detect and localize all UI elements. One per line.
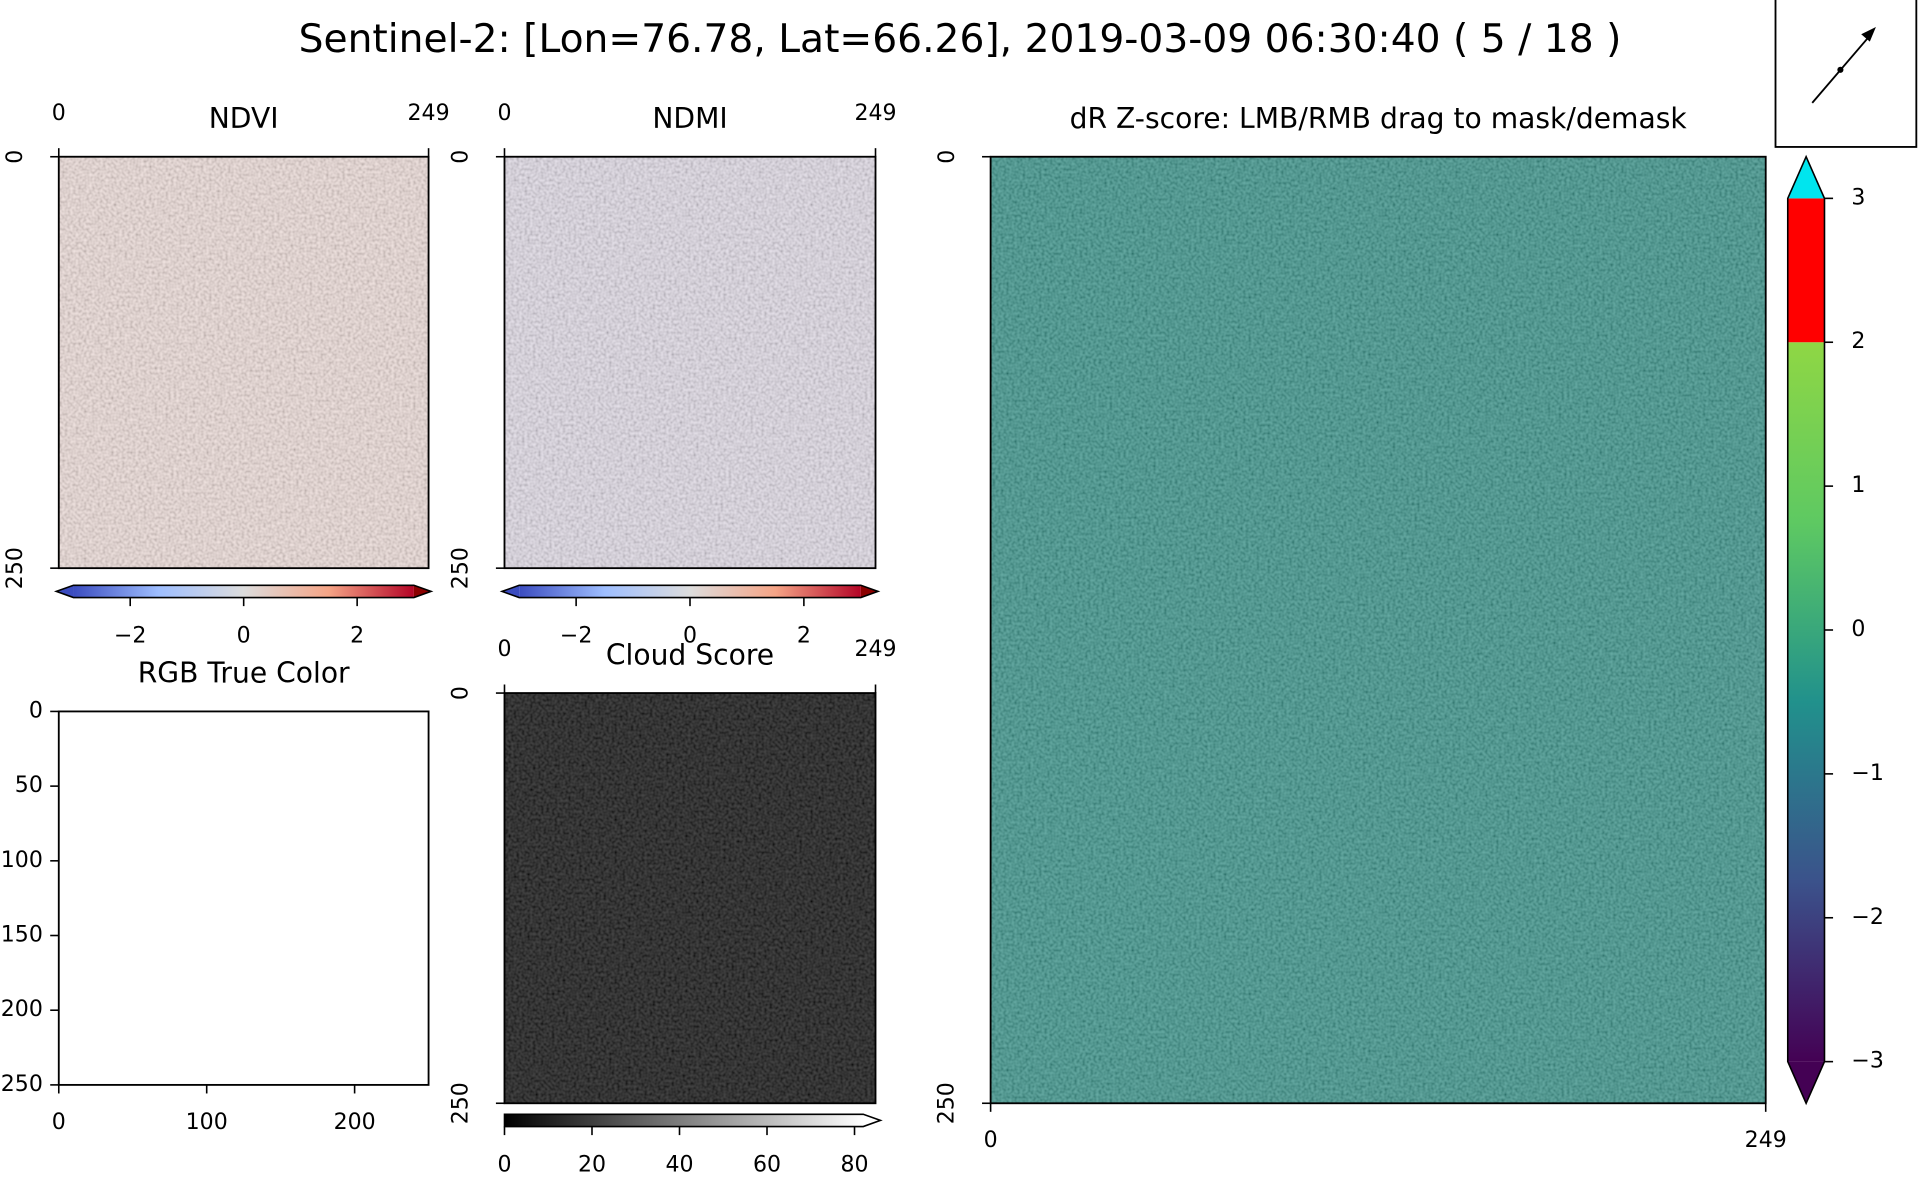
colorbar-extend-min bbox=[56, 585, 74, 598]
y-tick-label: 250 bbox=[935, 1082, 960, 1124]
y-tick-label: 0 bbox=[29, 698, 43, 723]
colorbar-outline bbox=[503, 1113, 883, 1128]
y-tick-label: 150 bbox=[1, 923, 43, 948]
colorbar-tick-label: 20 bbox=[578, 1153, 606, 1178]
colorbar-tick-label: 2 bbox=[797, 624, 811, 649]
colorbar-tick-label: 0 bbox=[1851, 617, 1865, 642]
x-tick-label: 249 bbox=[1745, 1128, 1787, 1153]
panel: RGB True Color 0 100 200 0 50 100 150 200 250 bbox=[1, 657, 430, 1135]
x-tick-label: 249 bbox=[854, 101, 896, 126]
image-texture bbox=[58, 156, 429, 569]
y-tick-label: 0 bbox=[449, 150, 474, 164]
y-tick-label: 100 bbox=[1, 848, 43, 873]
colorbar-tick-label: 1 bbox=[1851, 473, 1865, 498]
colorbar-tick-label: 3 bbox=[1851, 185, 1865, 210]
colorbar-tick-label: 0 bbox=[497, 1153, 511, 1178]
image-texture bbox=[990, 156, 1766, 1104]
colorbar-tick-label: 0 bbox=[683, 624, 697, 649]
widget-arrowhead bbox=[1861, 26, 1876, 42]
colorbar-tick-label: −2 bbox=[560, 624, 592, 649]
x-tick-label: 200 bbox=[334, 1110, 376, 1135]
colorbar-tick-label: −3 bbox=[1851, 1049, 1883, 1074]
image-fill bbox=[58, 711, 429, 1085]
colorbar-tick-label: −2 bbox=[114, 624, 146, 649]
x-tick-label: 100 bbox=[186, 1110, 228, 1135]
axes-frame bbox=[989, 155, 1767, 1105]
colorbar-extend-max bbox=[1787, 156, 1825, 199]
x-tick-label: 249 bbox=[408, 101, 450, 126]
panel-title: Cloud Score bbox=[606, 638, 774, 671]
colorbar-gradient bbox=[73, 585, 414, 598]
y-tick-label: 0 bbox=[449, 686, 474, 700]
colorbar-extend-max bbox=[860, 585, 878, 598]
colorbar-band bbox=[1787, 198, 1825, 343]
colorbar-extend-max bbox=[863, 1114, 881, 1127]
colorbar-tick-label: 2 bbox=[350, 624, 364, 649]
panel: Cloud Score 0 249 0 250 0 20 40 60 80 bbox=[449, 637, 897, 1178]
colorbar-tick-label: −1 bbox=[1851, 761, 1883, 786]
y-tick-label: 250 bbox=[1, 1072, 43, 1097]
colorbar-outline bbox=[53, 584, 434, 599]
y-tick-label: 200 bbox=[1, 997, 43, 1022]
x-tick-label: 0 bbox=[497, 101, 511, 126]
y-tick-label: 250 bbox=[449, 1082, 474, 1124]
axes-frame bbox=[57, 710, 430, 1086]
x-tick-label: 0 bbox=[52, 1110, 66, 1135]
panel: NDVI 0 249 0 250 −2 0 2 bbox=[3, 101, 450, 649]
image-texture bbox=[504, 693, 876, 1104]
panel-title: dR Z-score: LMB/RMB drag to mask/demask bbox=[1070, 102, 1688, 135]
toolbar-widget[interactable] bbox=[1774, 0, 1918, 148]
x-tick-label: 0 bbox=[52, 101, 66, 126]
colorbar-gradient bbox=[504, 1114, 864, 1127]
axes-frame bbox=[503, 692, 877, 1105]
x-tick-label: 0 bbox=[984, 1128, 998, 1153]
y-tick-label: 50 bbox=[15, 773, 43, 798]
panel-title: NDMI bbox=[652, 102, 727, 135]
y-tick-label: 0 bbox=[935, 150, 960, 164]
colorbar-tick-label: 40 bbox=[665, 1153, 693, 1178]
colorbar-outline bbox=[499, 584, 881, 599]
x-tick-label: 0 bbox=[497, 637, 511, 662]
axes-frame bbox=[57, 155, 430, 570]
colorbar-gradient bbox=[1787, 342, 1825, 1062]
panel-title: RGB True Color bbox=[138, 657, 350, 690]
colorbar-extend-max bbox=[413, 585, 432, 598]
y-tick-label: 250 bbox=[3, 547, 28, 589]
panel: dR Z-score: LMB/RMB drag to mask/demask 0… bbox=[935, 102, 1884, 1153]
colorbar-extend-min bbox=[1787, 1061, 1825, 1104]
image-texture bbox=[504, 156, 876, 569]
y-tick-label: 0 bbox=[3, 150, 28, 164]
colorbar-tick-label: 2 bbox=[1851, 329, 1865, 354]
widget-box[interactable] bbox=[1774, 0, 1918, 148]
colorbar-tick-label: 60 bbox=[753, 1153, 781, 1178]
colorbar-tick-label: 80 bbox=[840, 1153, 868, 1178]
x-tick-label: 249 bbox=[854, 637, 896, 662]
y-tick-label: 250 bbox=[449, 547, 474, 589]
panel: NDMI 0 249 0 250 −2 0 2 bbox=[449, 101, 897, 649]
axes-frame bbox=[503, 155, 877, 570]
colorbar-extend-min bbox=[502, 585, 520, 598]
colorbar-tick-label: 0 bbox=[237, 624, 251, 649]
panel-title: NDVI bbox=[209, 102, 279, 135]
colorbar-tick-label: −2 bbox=[1851, 905, 1883, 930]
figure-title: Sentinel-2: [Lon=76.78, Lat=66.26], 2019… bbox=[299, 17, 1622, 62]
colorbar-gradient bbox=[519, 585, 861, 598]
widget-dot bbox=[1837, 66, 1844, 73]
